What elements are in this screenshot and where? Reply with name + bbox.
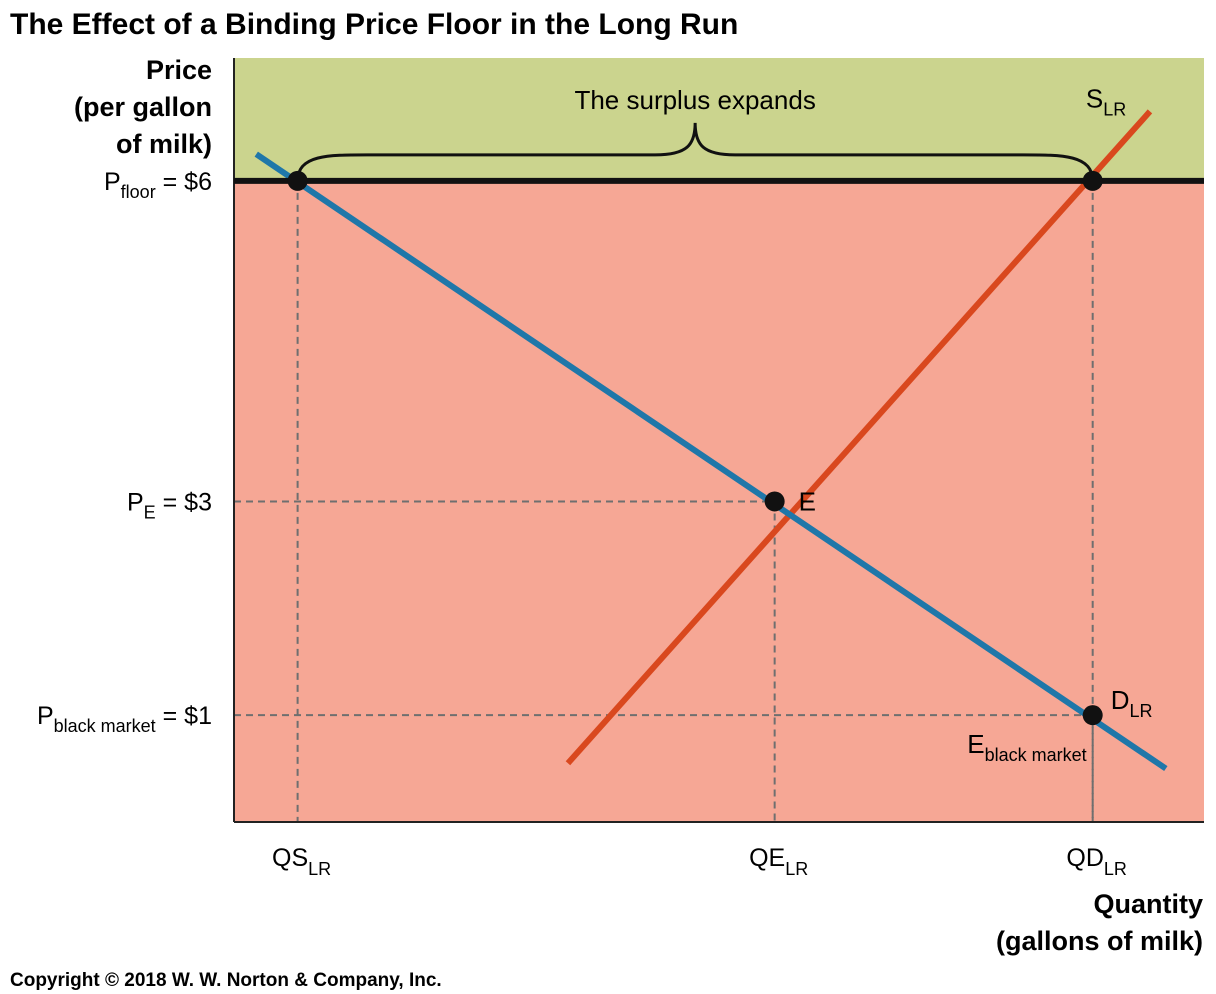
quantity-tick-2: QDLR: [1066, 844, 1127, 879]
point-label-main-3: E: [967, 729, 984, 759]
quantity-tick-sub-1: LR: [785, 859, 808, 879]
quantity-tick-0: QSLR: [272, 844, 331, 879]
quantity-tick-main-1: QE: [749, 844, 785, 872]
price-tick-1: PE = $3: [127, 488, 212, 522]
point-3: [1082, 705, 1103, 726]
point-label-sub-3: black market: [985, 745, 1087, 765]
surplus-region: [234, 58, 1204, 181]
supply-curve-label: SLR: [1086, 83, 1126, 119]
quantity-tick-sub-2: LR: [1104, 859, 1127, 879]
x-axis-title-line-2: (gallons of milk): [996, 926, 1203, 956]
y-axis-title-line-2: (per gallon: [74, 92, 212, 122]
price-tick-sub-0: floor: [121, 182, 156, 202]
supply-label-sub: LR: [1103, 99, 1126, 119]
price-tick-sub-2: black market: [54, 716, 156, 736]
supply-label-main: S: [1086, 83, 1103, 113]
point-2: [764, 491, 785, 512]
point-label-2: E: [799, 486, 816, 516]
quantity-tick-main-0: QS: [272, 844, 308, 872]
surplus-annotation: The surplus expands: [574, 85, 815, 115]
demand-curve-label: DLR: [1111, 685, 1153, 721]
price-tick-value-2: = $1: [156, 702, 212, 730]
point-label-3: Eblack market: [967, 729, 1086, 765]
quantity-tick-main-2: QD: [1066, 844, 1104, 872]
price-tick-value-1: = $3: [156, 488, 212, 516]
supply-curve: [565, 109, 1153, 766]
quantity-tick-1: QELR: [749, 844, 808, 879]
price-tick-2: Pblack market = $1: [37, 702, 212, 736]
copyright-notice: Copyright © 2018 W. W. Norton & Company,…: [10, 970, 442, 991]
price-tick-sub-1: E: [144, 502, 156, 522]
point-1: [1082, 170, 1103, 191]
demand-curve: [254, 151, 1168, 772]
y-axis-title-line-1: Price: [146, 55, 212, 85]
x-axis-title-line-1: Quantity: [1093, 889, 1203, 919]
y-axis-title: Price (per gallon of milk): [74, 55, 212, 159]
quantity-tick-sub-0: LR: [308, 859, 331, 879]
price-tick-main-1: P: [127, 488, 144, 516]
demand-label-sub: LR: [1129, 701, 1152, 721]
price-tick-0: Pfloor = $6: [104, 168, 212, 202]
x-axis-title: Quantity (gallons of milk): [996, 889, 1203, 956]
chart-title: The Effect of a Binding Price Floor in t…: [10, 8, 738, 41]
price-tick-main-0: P: [104, 168, 121, 196]
price-tick-value-0: = $6: [156, 168, 212, 196]
quantity-tick-labels: QSLR QELR QDLR: [272, 844, 1127, 879]
point-0: [287, 170, 308, 191]
demand-label-main: D: [1111, 685, 1130, 715]
point-label-main-2: E: [799, 486, 816, 516]
y-axis-title-line-3: of milk): [116, 129, 212, 159]
price-tick-main-2: P: [37, 702, 54, 730]
